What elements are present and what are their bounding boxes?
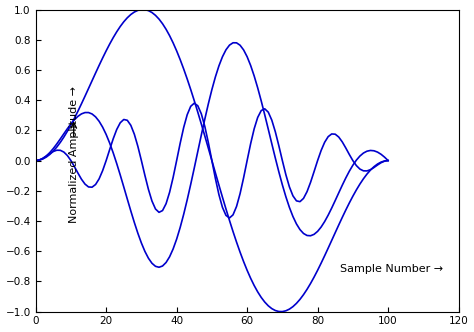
Text: Sample Number →: Sample Number → xyxy=(340,264,443,274)
Text: Normalized Amplitude →: Normalized Amplitude → xyxy=(69,86,79,223)
